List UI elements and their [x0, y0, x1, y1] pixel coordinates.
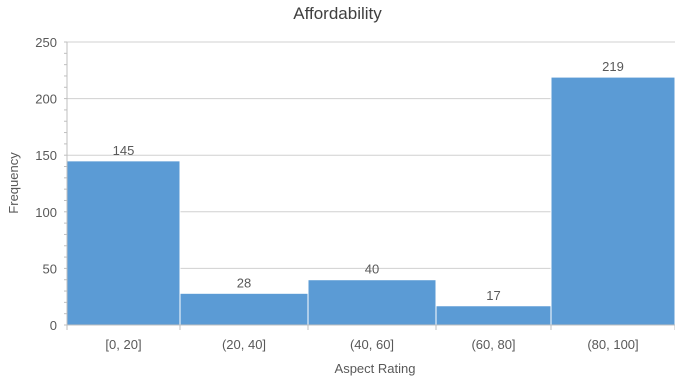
- y-tick-label: 50: [43, 261, 57, 276]
- y-tick-label: 100: [35, 205, 57, 220]
- y-tick-label: 250: [35, 35, 57, 50]
- bar: [550, 76, 675, 326]
- data-label: 219: [602, 59, 624, 74]
- x-tick-label: [0, 20]: [105, 337, 141, 352]
- x-axis-title: Aspect Rating: [335, 361, 416, 376]
- bars: [66, 76, 675, 326]
- x-tick-label: (80, 100]: [587, 337, 638, 352]
- data-label: 145: [113, 143, 135, 158]
- axes: 0 50 100 150 200 250 [0, 20] (20, 40] (40, 60] (6…: [35, 35, 675, 352]
- y-axis-title: Frequency: [6, 152, 21, 214]
- data-label: 17: [486, 288, 500, 303]
- chart-title: Affordability: [293, 4, 382, 23]
- x-tick-label: (20, 40]: [222, 337, 266, 352]
- y-tick-label: 150: [35, 148, 57, 163]
- data-labels: 145 28 40 17 219: [113, 59, 624, 303]
- bar: [435, 305, 552, 326]
- bar: [66, 160, 181, 326]
- x-tick-label: (40, 60]: [350, 337, 394, 352]
- y-tick-label: 200: [35, 92, 57, 107]
- data-label: 28: [237, 275, 251, 290]
- data-label: 40: [365, 262, 379, 277]
- x-tick-label: (60, 80]: [471, 337, 515, 352]
- bar: [307, 279, 437, 326]
- y-tick-label: 0: [50, 318, 57, 333]
- bar: [179, 292, 309, 326]
